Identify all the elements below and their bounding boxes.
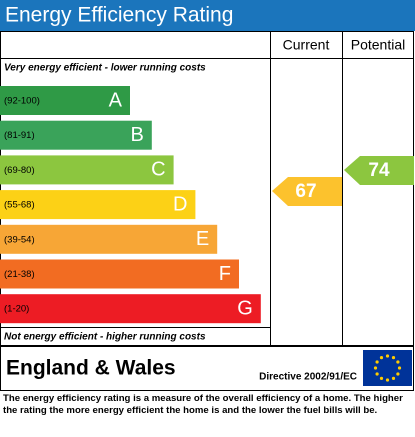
band-range: (1-20): [4, 304, 29, 315]
eu-star: [385, 378, 390, 382]
band: [0, 190, 196, 220]
band: [0, 259, 239, 289]
potential-arrow: [344, 156, 414, 185]
eu-star: [396, 360, 400, 364]
column-header: Current: [283, 37, 330, 53]
column-header: Potential: [351, 37, 405, 53]
current-arrow: [272, 177, 342, 206]
title-bar: [0, 0, 415, 31]
band: [0, 86, 130, 115]
band-letter: C: [151, 159, 165, 181]
footer-text: The energy efficiency rating is a measur…: [3, 393, 403, 416]
band: [0, 224, 218, 254]
band-range: (21-38): [4, 269, 35, 280]
potential-rating: 74: [368, 160, 390, 181]
eu-star: [391, 356, 396, 360]
band-letter: A: [109, 89, 123, 111]
band: [0, 294, 261, 324]
band: [0, 155, 174, 185]
band: [0, 120, 152, 150]
eu-star: [379, 356, 384, 360]
eu-star: [397, 366, 402, 370]
band-range: (55-68): [4, 200, 35, 211]
eu-star: [373, 366, 378, 370]
eu-star: [375, 372, 379, 376]
band-range: (92-100): [4, 96, 40, 107]
current-rating: 67: [295, 181, 316, 202]
region-frame: [0, 346, 414, 391]
eu-stars: [373, 354, 402, 382]
epc-graphic: Energy Efficiency Rating Current Potenti…: [0, 0, 415, 391]
band-letter: B: [130, 124, 143, 146]
band-range: (39-54): [4, 234, 35, 245]
region: England & Wales: [6, 357, 176, 380]
band-range: (81-91): [4, 130, 35, 141]
eu-star: [375, 360, 379, 364]
directive: Directive 2002/91/EC: [259, 372, 357, 383]
eu-star: [385, 354, 390, 358]
band-letter: F: [219, 263, 231, 285]
eu-star: [379, 376, 384, 380]
band-letter: E: [196, 228, 209, 250]
band-letter: D: [173, 193, 187, 215]
band-range: (69-80): [4, 165, 35, 176]
bottom-note: Not energy efficient - higher running co…: [4, 332, 206, 343]
eu-star: [396, 372, 400, 376]
eu-star: [391, 376, 396, 380]
top-note: Very energy efficient - lower running co…: [4, 63, 206, 74]
table-frame: [0, 31, 414, 346]
band-letter: G: [237, 297, 253, 319]
title: Energy Efficiency Rating: [5, 4, 233, 27]
